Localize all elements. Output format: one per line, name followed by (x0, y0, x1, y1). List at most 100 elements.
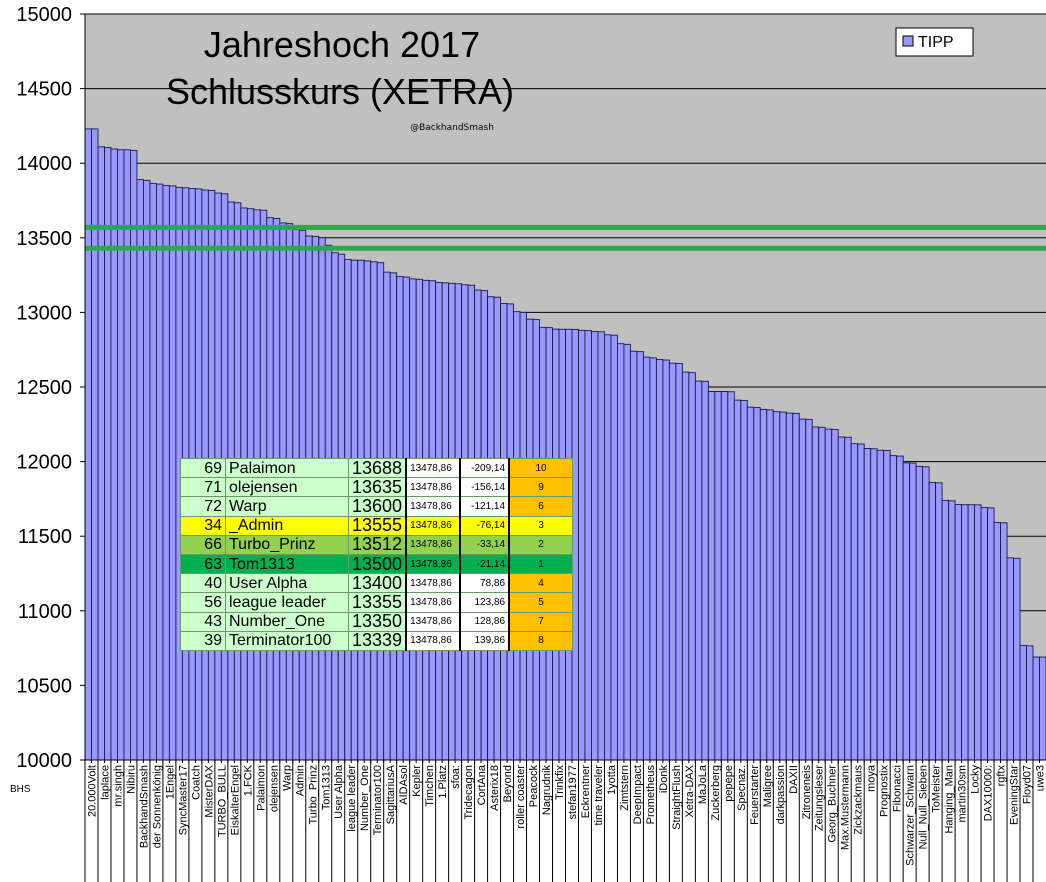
x-tick-label: Zickzackmaus (853, 765, 865, 835)
x-tick-label: laplace (99, 765, 111, 800)
bar (155, 183, 164, 761)
legend-label: TIPP (918, 34, 954, 51)
bar (616, 343, 625, 761)
bar (837, 436, 846, 761)
position-cell: 71 (180, 477, 226, 498)
diff-cell: 139,86 (459, 630, 511, 651)
table-row: 39 Terminator100 13339 13478,86 139,86 8 (180, 630, 574, 651)
x-tick-label: ToMeister (931, 765, 943, 813)
x-tick-label: CortAna (476, 764, 488, 805)
x-tick-label: Zitroneneis (801, 765, 813, 820)
x-tick-label: Palaimon (255, 765, 267, 811)
x-tick-label: der Sonnenkönig (151, 765, 163, 848)
bar (805, 418, 813, 761)
bar (883, 449, 891, 761)
x-tick-label: iDonk (658, 765, 670, 794)
tipp-cell: 13512 (348, 534, 408, 555)
name-cell: Number_One (225, 611, 349, 632)
name-cell: _Admin (225, 515, 349, 536)
legend: TIPP (895, 27, 974, 57)
chart-title: Jahreshoch 2017 (204, 24, 480, 65)
table-row: 56 league leader 13355 13478,86 123,86 5 (180, 592, 574, 613)
x-tick-label: BackhandSmash (138, 765, 150, 848)
tipp-cell: 13688 (348, 457, 408, 479)
actual-cell: 13478,86 (405, 592, 462, 613)
bar (922, 466, 930, 761)
bar (818, 426, 826, 761)
name-cell: Terminator100 (225, 630, 349, 651)
x-tick-label: Zimtstern (619, 765, 631, 811)
x-tick-label: Fibonacci (892, 765, 904, 812)
diff-cell: -209,14 (459, 457, 511, 479)
tipp-cell: 13500 (348, 553, 408, 575)
tipp-cell: 13355 (348, 592, 408, 613)
x-tick-label: Locky (970, 765, 982, 794)
bar (162, 185, 170, 761)
bar (110, 148, 118, 761)
x-tick-label: StraightFlush (671, 765, 683, 830)
rank-cell: 1 (508, 553, 574, 575)
x-tick-label: league leader (346, 765, 358, 832)
bar (720, 391, 729, 761)
x-tick-label: olejensen (268, 765, 280, 812)
x-tick-label: rgftx (996, 765, 1008, 787)
bar (798, 418, 807, 761)
bar (597, 331, 605, 761)
x-tick-label: AIDAsol (398, 765, 410, 805)
rank-cell: 2 (508, 534, 574, 555)
bar (928, 482, 937, 761)
bar (941, 499, 950, 761)
table-row: 72 Warp 13600 13478,86 -121,14 6 (180, 496, 574, 517)
bar (168, 185, 177, 761)
x-tick-label: Kepler (411, 765, 423, 797)
bar (961, 504, 969, 761)
x-tick-label: MisterDAX (203, 764, 215, 817)
position-cell: 39 (180, 630, 226, 651)
x-tick-label: Xetra-DAX (684, 764, 696, 817)
bar (915, 465, 924, 761)
bar (896, 455, 904, 761)
bar (772, 411, 781, 761)
bar (629, 350, 638, 761)
tipp-cell: 13555 (348, 515, 408, 536)
actual-cell: 13478,86 (405, 611, 462, 632)
y-tick-label: 15000 (16, 4, 72, 26)
bar (636, 351, 644, 761)
x-tick-label: moya (866, 764, 878, 792)
x-tick-label: Admin (294, 765, 306, 796)
bar (824, 428, 833, 761)
x-tick-label: time traveler (593, 765, 605, 826)
bar (97, 146, 105, 761)
x-tick-label: roller coaster (515, 765, 527, 829)
name-cell: Tom1313 (225, 553, 349, 575)
y-tick-label: 10000 (16, 750, 72, 772)
bar (902, 462, 911, 761)
actual-cell: 13478,86 (405, 553, 462, 575)
x-tick-label: Beyond (502, 765, 514, 802)
bar (142, 179, 151, 761)
bar (870, 448, 878, 761)
x-tick-label: Nagrudnik (541, 765, 553, 816)
bar (1000, 522, 1008, 761)
table-row: 71 olejensen 13635 13478,86 -156,14 9 (180, 477, 574, 498)
x-tick-label: Timchen (424, 765, 436, 807)
bar (662, 359, 670, 761)
x-tick-label: TURBO_BULL (216, 765, 228, 837)
name-cell: Warp (225, 496, 349, 517)
position-cell: 72 (180, 496, 226, 517)
actual-cell: 13478,86 (405, 515, 462, 536)
x-tick-label: Specnaz. (736, 765, 748, 811)
name-cell: league leader (225, 592, 349, 613)
actual-cell: 13478,86 (405, 630, 462, 651)
x-tick-label: Feuerstarter (749, 765, 761, 825)
bar (733, 399, 742, 761)
position-cell: 63 (180, 553, 226, 575)
bar (84, 128, 92, 761)
name-cell: Palaimon (225, 457, 349, 479)
x-tick-label: Asterix18 (489, 765, 501, 811)
bar (91, 128, 99, 761)
x-tick-label: darkpassion (775, 765, 787, 824)
x-tick-label: SagittariusA (385, 764, 397, 824)
bar (130, 150, 138, 761)
